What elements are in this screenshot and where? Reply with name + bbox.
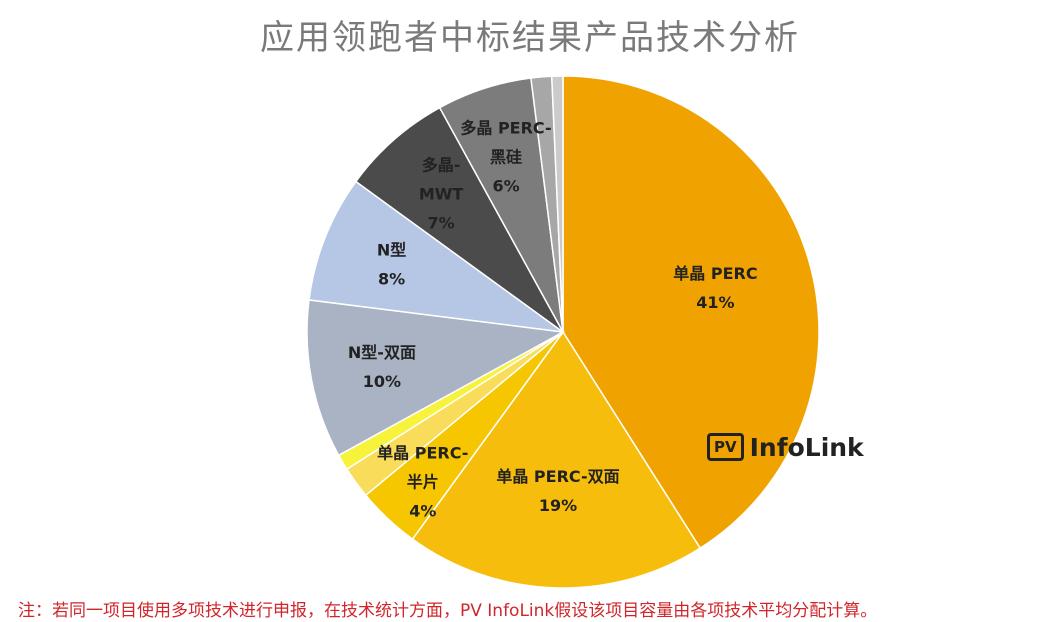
slice-label-line: 8% bbox=[378, 270, 405, 289]
slice-label-line: 7% bbox=[428, 214, 455, 233]
chart-title: 应用领跑者中标结果产品技术分析 bbox=[260, 18, 800, 58]
slice-label-line: 单晶 PERC- bbox=[377, 443, 468, 462]
logo-pv-box: PV bbox=[707, 433, 744, 461]
slice-label-line: 多晶 PERC- bbox=[460, 119, 551, 138]
slice-label-line: 单晶 PERC-双面 bbox=[496, 467, 619, 486]
infolink-logo: PV InfoLink bbox=[707, 430, 864, 464]
slice-data-label: 单晶 PERC 41% bbox=[673, 264, 757, 312]
slice-label-line: 4% bbox=[409, 501, 436, 520]
slice-label-line: 41% bbox=[696, 293, 734, 312]
slice-label-line: MWT bbox=[419, 185, 464, 204]
pie-slice bbox=[306, 299, 566, 457]
slice-label-line: 单晶 PERC bbox=[673, 264, 757, 283]
slice-label-line: 6% bbox=[492, 177, 519, 196]
pie-slice bbox=[354, 106, 564, 333]
pie-slice bbox=[550, 75, 564, 333]
logo-brand-text: InfoLink bbox=[749, 432, 864, 462]
slice-data-label: 多晶 PERC- 黑硅 6% bbox=[460, 119, 551, 196]
slice-label-line: 多晶- bbox=[422, 156, 461, 175]
slice-data-label: N型 8% bbox=[377, 241, 406, 289]
slice-label-line: 19% bbox=[539, 496, 577, 515]
slice-label-line: N型-双面 bbox=[348, 343, 416, 362]
slice-data-label: 多晶- MWT 7% bbox=[419, 156, 464, 233]
pie-slice bbox=[411, 330, 702, 589]
slice-data-label: 单晶 PERC- 半片 4% bbox=[377, 443, 468, 520]
footnote: 注：若同一项目使用多项技术进行申报，在技术统计方面，PV InfoLink假设该… bbox=[18, 601, 878, 621]
slice-label-line: 黑硅 bbox=[490, 148, 522, 167]
slice-label-line: 半片 bbox=[407, 472, 439, 491]
slice-data-label: N型-双面 10% bbox=[348, 343, 416, 391]
pie-slice bbox=[562, 75, 820, 550]
slice-data-label: 单晶 PERC-双面 19% bbox=[496, 467, 619, 515]
pie-slice bbox=[308, 180, 564, 333]
slice-label-line: 10% bbox=[363, 372, 401, 391]
slice-label-line: N型 bbox=[377, 241, 406, 260]
